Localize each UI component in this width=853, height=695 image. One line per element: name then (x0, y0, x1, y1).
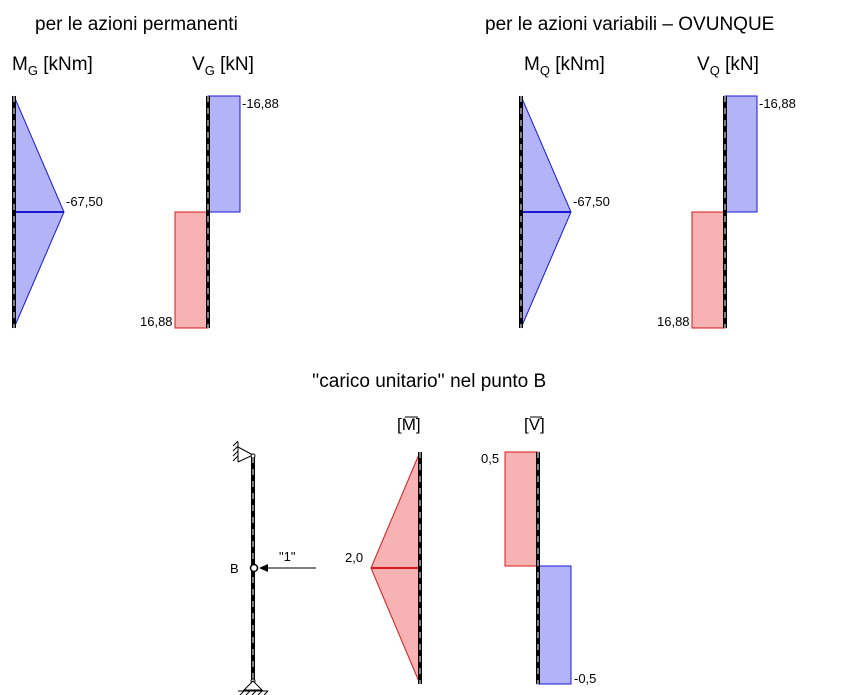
shear-bottom-value-label: 16,88 (140, 314, 173, 329)
point-b-node (249, 563, 259, 573)
shear-bar-negative (724, 95, 758, 213)
shear-bar-negative (207, 95, 241, 213)
unit-shear-diagram: [V] 0,5 -0,5 (481, 415, 596, 686)
shear-top-value-label: -16,88 (759, 96, 796, 111)
point-b-label: B (230, 561, 239, 576)
unit-moment-heading: [M] (397, 415, 421, 434)
moment-diagram-permanent: MG [kNm] -67,50 (12, 54, 103, 329)
shear-bottom-value-label: 16,88 (657, 314, 690, 329)
shear-diagram-variable: VQ [kN] -16,88 16,88 (657, 54, 796, 329)
unit-force-label: "1" (279, 549, 296, 564)
shear-bar-positive (174, 211, 209, 329)
unit-shear-heading: [V] (524, 415, 545, 434)
unit-force-arrow-icon (259, 564, 268, 572)
unit-moment-diagram: [M] 2,0 (345, 415, 422, 685)
unit-shear-top-value-label: 0,5 (481, 451, 499, 466)
moment-heading-permanent: MG [kNm] (12, 54, 93, 78)
unit-shear-bottom-value-label: -0,5 (574, 671, 596, 686)
structural-scheme: B "1" (230, 440, 316, 695)
moment-heading-variable: MQ [kNm] (524, 54, 605, 78)
bottom-support-icon (238, 678, 269, 695)
unit-shear-bar-positive (504, 451, 539, 567)
moment-value-label: -67,50 (66, 194, 103, 209)
unit-shear-bar-negative (537, 565, 572, 685)
shear-diagram-permanent: VG [kN] -16,88 16,88 (140, 54, 279, 329)
title-variable: per le azioni variabili – OVUNQUE (485, 14, 774, 35)
unit-moment-value-label: 2,0 (345, 550, 363, 565)
shear-heading-permanent: VG [kN] (192, 54, 254, 78)
shear-heading-variable: VQ [kN] (697, 54, 759, 78)
moment-value-label: -67,50 (573, 194, 610, 209)
title-unit-load: ''carico unitario'' nel punto B (312, 371, 546, 392)
shear-top-value-label: -16,88 (242, 96, 279, 111)
shear-bar-positive (691, 211, 726, 329)
moment-diagram-variable: MQ [kNm] -67,50 (519, 54, 610, 329)
title-permanent: per le azioni permanenti (35, 14, 238, 35)
